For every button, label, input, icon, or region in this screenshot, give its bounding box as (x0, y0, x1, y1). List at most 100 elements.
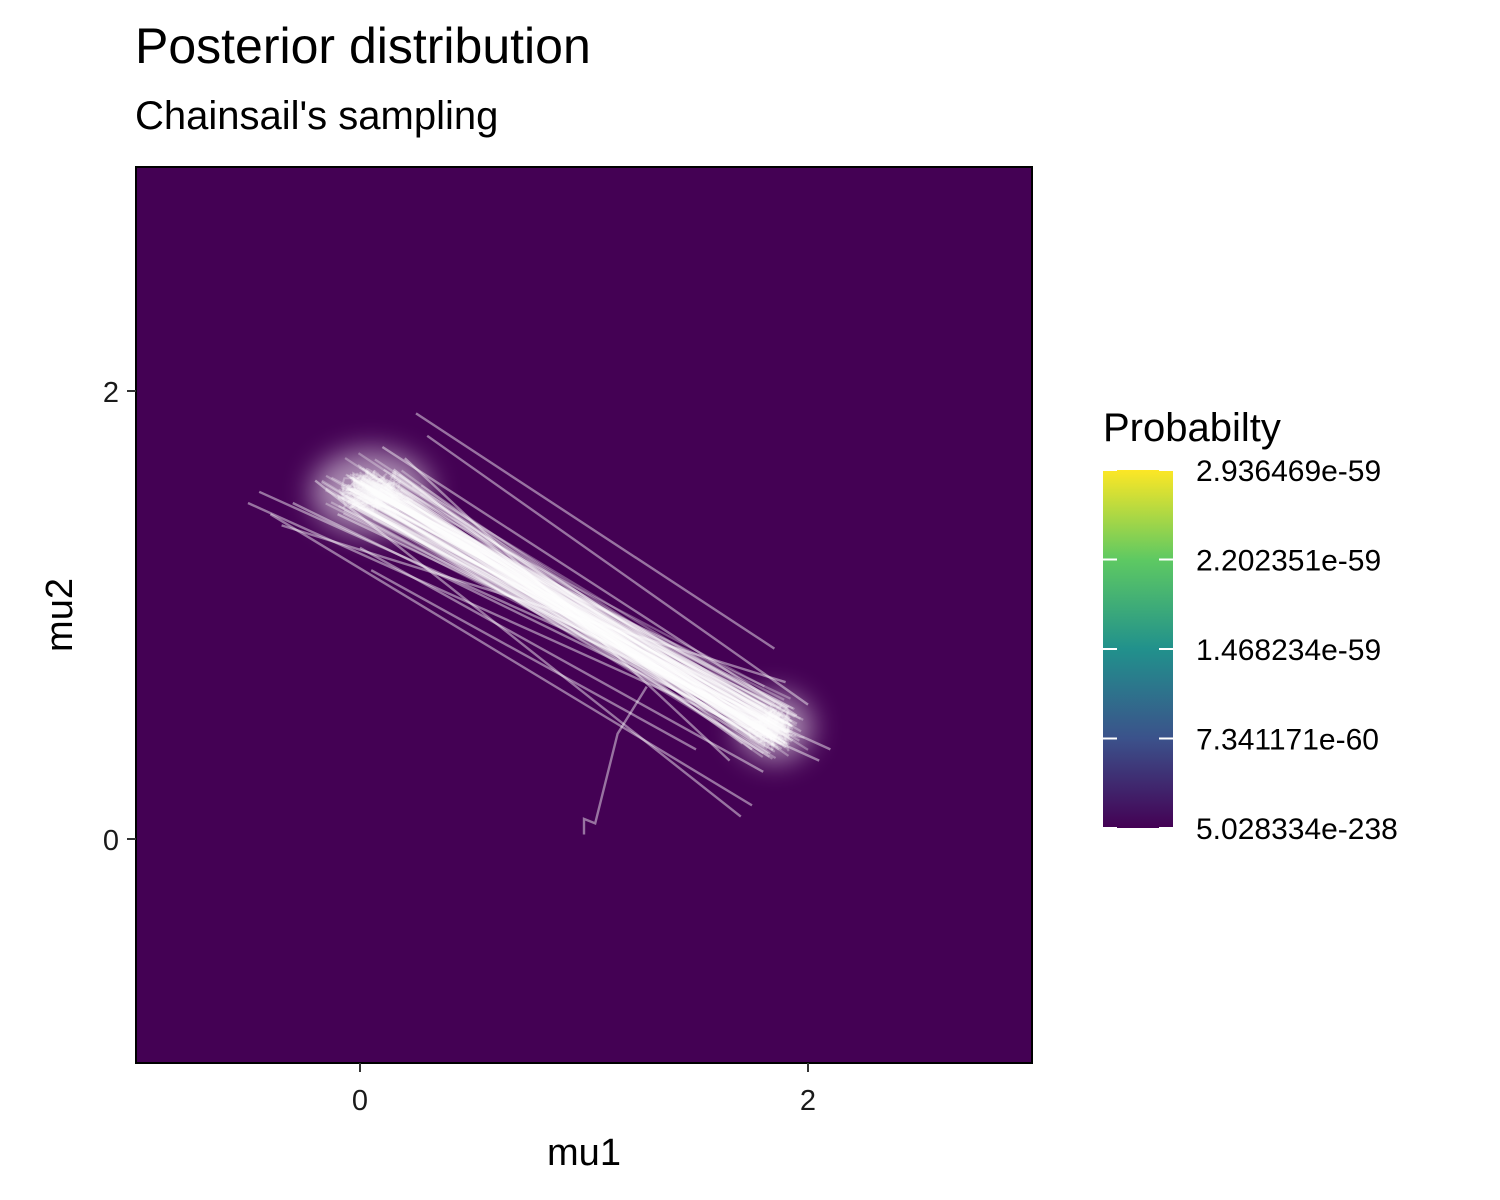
trace-jump (269, 513, 753, 807)
trace-jump (378, 494, 787, 729)
trace-jump (347, 499, 771, 721)
trace-jump (346, 487, 791, 700)
trace-jump (359, 546, 764, 773)
trace-jump (379, 487, 764, 741)
legend-label: 2.202351e-59 (1196, 545, 1381, 578)
x-tick-label: 0 (352, 1085, 368, 1117)
trace-jump (345, 493, 772, 738)
trace-jump (342, 494, 765, 735)
trace-jump (385, 495, 764, 733)
trace-jump (365, 484, 785, 745)
trace-jump (406, 498, 773, 741)
trace-jump (370, 507, 768, 718)
trace-jump (392, 500, 783, 750)
trace-jump (355, 472, 779, 723)
trace-jump (369, 481, 768, 729)
trace-jump (383, 484, 743, 719)
trace-jump (346, 497, 771, 747)
trace-jump (368, 479, 774, 752)
trace-jump (375, 507, 800, 742)
x-axis-title: mu1 (547, 1132, 621, 1174)
trace-jump (357, 494, 759, 729)
trace-jump (281, 524, 786, 684)
trace-jump (337, 496, 785, 724)
trace-jump (360, 491, 790, 726)
trace-jump (364, 486, 795, 711)
trace-jump (388, 480, 776, 709)
trace-jump (338, 504, 765, 733)
trace-jump (342, 512, 760, 729)
trace-jump (292, 501, 775, 740)
plot-panel-border (135, 166, 1033, 1064)
trace-jump (349, 476, 772, 707)
trace-jump (378, 489, 767, 722)
trace-jump (384, 509, 764, 728)
trace-jump (341, 488, 764, 710)
trace-jump (355, 504, 749, 719)
y-axis: 02 (103, 377, 136, 857)
trace-jump (370, 498, 793, 727)
trace-jump (341, 493, 777, 760)
trace-local-walk (748, 704, 793, 743)
trace-jump (361, 477, 778, 727)
trace-local-walk (752, 708, 792, 748)
trace-jump (392, 480, 785, 746)
trace-jump (258, 490, 831, 751)
trace-jump (365, 487, 785, 701)
trace-jump (373, 498, 780, 725)
trace-jump (358, 480, 783, 728)
trace-jump (314, 479, 742, 818)
trace-jump (361, 467, 778, 740)
trace-jump (375, 501, 789, 723)
trace-jump (352, 493, 797, 737)
trace-jump (426, 434, 809, 706)
trace-jump (368, 499, 774, 760)
trace-jump (348, 488, 779, 737)
trace-jump (392, 468, 753, 751)
trace-jump (384, 490, 770, 734)
trace-jump (386, 489, 792, 727)
trace-jump (374, 498, 777, 739)
trace-jump (366, 489, 787, 718)
trace-jump (351, 505, 781, 739)
trace-jump (362, 482, 798, 725)
trace-jump (356, 504, 766, 735)
trace-jump (354, 481, 772, 730)
trace-jump (387, 482, 761, 744)
trace-jump (366, 506, 759, 724)
trace-jump (374, 458, 772, 720)
trace-local-walk (340, 469, 414, 517)
trace-jump (411, 510, 779, 725)
trace-jump (358, 466, 763, 739)
trace-jump (405, 496, 809, 751)
chart-subtitle: Chainsail's sampling (135, 94, 499, 138)
trace-jump (359, 497, 771, 734)
trace-jump (380, 494, 760, 719)
sampling-traces (247, 412, 831, 835)
trace-jump (406, 499, 759, 737)
legend: 2.936469e-59 2.202351e-59 1.468234e-59 7.34… (1103, 455, 1398, 846)
trace-jump (391, 496, 794, 710)
trace-jump (384, 508, 767, 746)
trace-jump (346, 474, 788, 745)
trace-jump (366, 492, 780, 732)
trace-jump (356, 495, 779, 736)
trace-local-walk (748, 703, 805, 751)
trace-jump (391, 498, 774, 718)
trace-local-walk (753, 705, 792, 746)
trace-jump (371, 484, 780, 751)
trace-jump (357, 464, 771, 736)
trace-jump (389, 493, 789, 734)
trace-jump (380, 484, 771, 755)
trace-jump (336, 494, 782, 709)
legend-label: 5.028334e-238 (1196, 813, 1398, 846)
trace-jump (371, 490, 787, 748)
trace-jump (362, 494, 773, 714)
trace-jump (357, 452, 762, 721)
trace-jump (352, 480, 775, 738)
trace-jump (349, 473, 766, 728)
trace-jump (397, 500, 777, 742)
trace-jump (417, 506, 757, 741)
trace-jump (363, 507, 766, 744)
